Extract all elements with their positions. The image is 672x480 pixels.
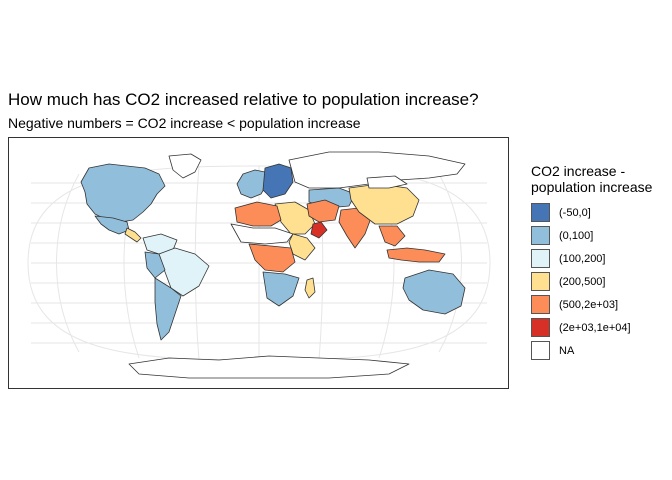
legend-item: (0,100] — [531, 224, 652, 247]
country-oman — [310, 221, 328, 239]
legend-swatch — [531, 341, 550, 360]
legend-label: (100,200] — [559, 252, 606, 265]
legend-title-line2: population increase — [531, 179, 653, 195]
legend-swatch — [531, 272, 550, 291]
graticule-outline — [27, 165, 491, 361]
country-indonesia — [386, 247, 446, 263]
legend-label: (2e+03,1e+04] — [559, 321, 631, 334]
country-greenland — [168, 153, 202, 179]
country-north-africa — [234, 201, 282, 227]
country-southern-africa — [262, 271, 300, 307]
chart-title: How much has CO2 increased relative to p… — [8, 90, 479, 109]
legend-item: (500,2e+03] — [531, 293, 652, 316]
legend: CO2 increase - population increase (-50,… — [531, 163, 652, 362]
country-europe-west — [236, 169, 268, 199]
country-central-america — [124, 227, 142, 243]
legend-label: (200,500] — [559, 275, 606, 288]
country-antarctica — [128, 355, 410, 379]
legend-item: NA — [531, 339, 652, 362]
legend-swatch — [531, 295, 550, 314]
country-mexico — [94, 215, 130, 235]
legend-swatch — [531, 318, 550, 337]
country-peru — [144, 251, 166, 279]
country-russia — [288, 151, 466, 189]
country-canada-united-states — [80, 163, 166, 223]
graticule-meridian — [438, 173, 462, 353]
country-east-africa — [288, 233, 316, 261]
country-australia — [402, 269, 466, 315]
country-sahel — [230, 223, 294, 245]
country-brazil — [158, 247, 210, 297]
country-europe-east — [262, 163, 294, 199]
graticule-meridian — [56, 173, 80, 353]
legend-label: NA — [559, 344, 575, 357]
country-central-africa — [248, 243, 296, 273]
legend-swatch — [531, 249, 550, 268]
legend-label: (500,2e+03] — [559, 298, 619, 311]
legend-swatch — [531, 226, 550, 245]
country-iran — [306, 199, 340, 223]
map-panel — [8, 137, 509, 389]
legend-items: (-50,0] (0,100] (100,200] (200,500] (500,2e+… — [531, 201, 652, 362]
graticule-meridian — [318, 165, 324, 361]
legend-item: (200,500] — [531, 270, 652, 293]
country-mongolia — [366, 175, 408, 189]
country-argentina-chile — [154, 277, 182, 341]
legend-title-line1: CO2 increase - — [531, 163, 626, 179]
legend-label: (0,100] — [559, 229, 594, 242]
chart-subtitle: Negative numbers = CO2 increase < popula… — [8, 115, 361, 131]
legend-item: (100,200] — [531, 247, 652, 270]
countries — [80, 151, 466, 379]
legend-item: (2e+03,1e+04] — [531, 316, 652, 339]
country-middle-east — [274, 201, 316, 235]
country-madagascar — [304, 277, 316, 299]
world-map — [27, 151, 491, 379]
legend-label: (-50,0] — [559, 206, 591, 219]
country-southeast-asia — [378, 225, 406, 247]
legend-item: (-50,0] — [531, 201, 652, 224]
legend-swatch — [531, 203, 550, 222]
